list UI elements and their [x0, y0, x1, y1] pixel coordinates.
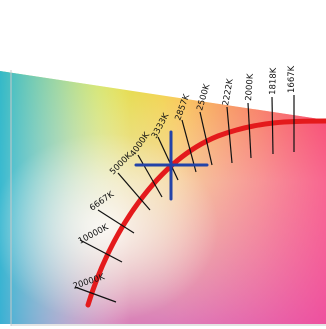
- isotherm-2857k: [181, 119, 197, 173]
- planckian-locus-curve: [85, 118, 326, 308]
- cct-label-2222k: 2222K: [221, 78, 236, 107]
- isotherm-3333k: [157, 136, 179, 181]
- color-gamut: [0, 71, 326, 324]
- cct-label-2000k: 2000K: [244, 73, 256, 101]
- isotherm-2222k: [226, 106, 233, 164]
- isotherm-2000k: [247, 102, 252, 159]
- cct-label-1818k: 1818K: [268, 67, 279, 95]
- cct-label-1667k: 1667K: [287, 65, 297, 93]
- isotherm-20000k: [74, 286, 117, 303]
- isotherm-5000k: [117, 172, 151, 211]
- isotherm-2500k: [199, 111, 213, 166]
- isotherm-10000k: [79, 239, 123, 263]
- diagram-frame: [10, 70, 326, 326]
- isotherm-lines: [74, 95, 295, 303]
- crosshair-marker: [134, 130, 209, 201]
- isotherm-1818k: [271, 96, 274, 155]
- isotherm-4000k: [137, 154, 163, 198]
- isotherm-6667k: [97, 209, 135, 234]
